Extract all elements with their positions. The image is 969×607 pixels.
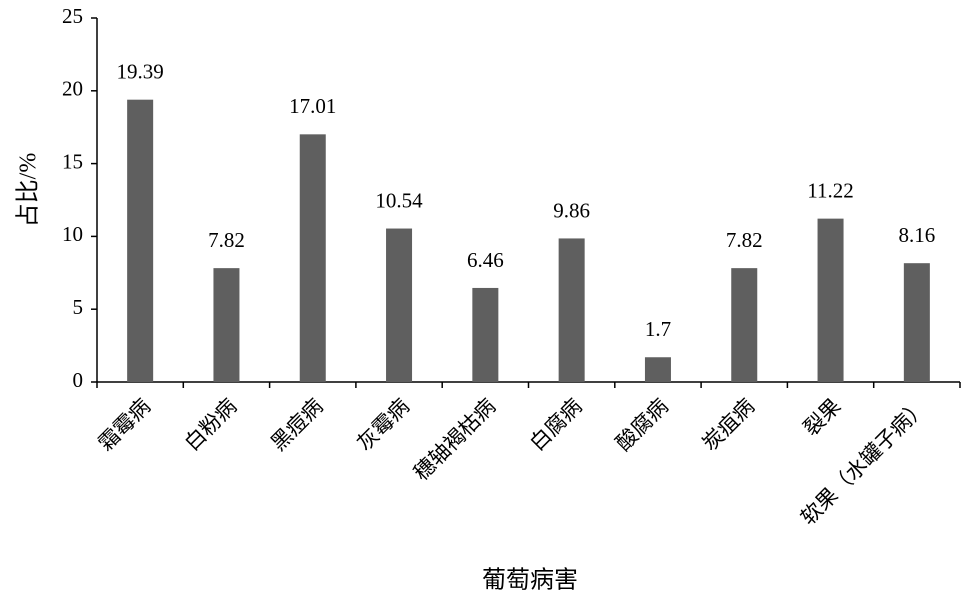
y-tick-label: 15 [62, 149, 83, 173]
value-label: 17.01 [289, 94, 336, 118]
value-label: 1.7 [645, 317, 671, 341]
x-tick-label: 灰霉病 [352, 394, 414, 456]
bar [817, 218, 844, 382]
y-tick-label: 25 [62, 4, 83, 28]
value-label: 10.54 [375, 188, 423, 212]
x-axis-label: 葡萄病害 [482, 567, 578, 594]
x-tick-label: 穗轴褐枯病 [409, 394, 500, 485]
bar [127, 99, 154, 382]
value-label: 7.82 [726, 228, 763, 252]
y-axis-label: 占比/% [15, 153, 42, 228]
value-label: 19.39 [117, 59, 164, 83]
x-tick-label: 炭疽病 [698, 394, 760, 456]
y-tick-label: 20 [62, 77, 83, 101]
value-label: 8.16 [898, 223, 935, 247]
y-tick-label: 0 [73, 368, 84, 392]
bar [731, 268, 758, 382]
bar [903, 263, 930, 382]
x-tick-label: 黑痘病 [266, 394, 328, 456]
y-tick-label: 5 [73, 295, 84, 319]
value-label: 7.82 [208, 228, 245, 252]
value-label: 6.46 [467, 248, 504, 272]
bar [644, 357, 671, 382]
value-label: 9.86 [553, 198, 590, 222]
value-label: 11.22 [807, 178, 853, 202]
bar [386, 228, 413, 382]
bar [472, 287, 499, 382]
x-tick-label: 霜霉病 [94, 394, 156, 456]
bar [213, 268, 240, 382]
bar [558, 238, 585, 382]
y-tick-label: 10 [62, 222, 83, 246]
x-tick-label: 酸腐病 [611, 394, 673, 456]
x-tick-label: 白粉病 [180, 394, 242, 456]
x-tick-label: 白腐病 [525, 394, 587, 456]
bar [299, 134, 326, 382]
x-tick-label: 裂果 [799, 394, 846, 441]
